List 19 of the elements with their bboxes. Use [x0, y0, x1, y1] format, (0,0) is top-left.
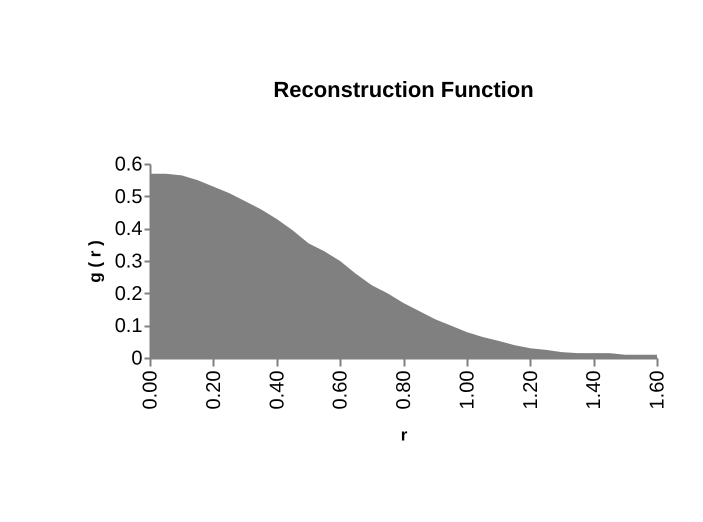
y-tick-label: 0.6: [114, 154, 142, 176]
x-tick-label: 0.00: [140, 370, 162, 410]
x-tick-label: 1.00: [456, 370, 478, 410]
x-tick-label: 1.20: [520, 370, 542, 410]
x-tick-label: 1.60: [646, 370, 668, 410]
x-tick-label: 0.80: [393, 370, 415, 410]
y-tick-label: 0.3: [114, 250, 142, 272]
x-axis-title: r: [400, 425, 408, 444]
x-tick-label: 1.40: [583, 370, 606, 410]
y-tick-label: 0.1: [114, 315, 142, 338]
y-tick-label: 0.2: [114, 282, 142, 305]
chart-title: Reconstruction Function: [273, 77, 534, 102]
y-tick-label: 0: [131, 348, 142, 370]
x-tick-label: 0.40: [266, 370, 288, 410]
x-tick-label: 0.20: [202, 370, 225, 410]
x-tick-label: 0.60: [330, 370, 352, 410]
y-axis-title: g ( r ): [86, 240, 105, 283]
y-tick-label: 0.5: [114, 186, 142, 208]
y-tick-label: 0.4: [114, 218, 142, 240]
